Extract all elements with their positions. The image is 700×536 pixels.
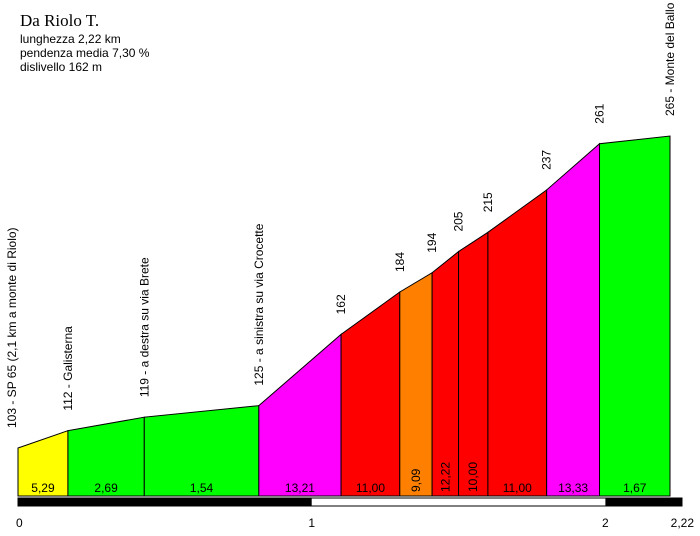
point-labels: 103 - SP 65 (2,1 km a monte di Riolo) 112…: [5, 2, 677, 428]
profile-segment: [399, 271, 433, 497]
elevation-point-label: 205: [452, 211, 466, 231]
elevation-point-label: 194: [425, 232, 439, 252]
profile-segment: [599, 135, 671, 497]
chart-title: Da Riolo T.: [20, 11, 99, 30]
profile-segment: [458, 231, 489, 497]
grade-label: 13,33: [558, 481, 588, 495]
x-tick-label-2: 2: [602, 516, 609, 530]
grade-labels: 5,29 2,69 1,54 13,21 11,00 9,09 12,22 10,00 11,0…: [31, 462, 646, 495]
grade-label: 11,00: [503, 481, 532, 495]
profile-segment: [258, 333, 342, 497]
profile-segments: [17, 135, 671, 497]
grade-label: 1,67: [623, 481, 647, 495]
elevation-point-label: 184: [393, 252, 407, 272]
grade-label: 12,22: [438, 462, 452, 492]
profile-segment: [546, 142, 601, 497]
info-average-grade: pendenza media 7,30 %: [20, 46, 150, 60]
profile-segment: [431, 250, 460, 497]
grade-label: 10,00: [466, 462, 480, 492]
elevation-point-label: 265 - Monte del Ballo: [663, 2, 677, 116]
grade-label: 13,21: [285, 481, 315, 495]
elevation-point-label: 103 - SP 65 (2,1 km a monte di Riolo): [5, 227, 19, 428]
x-tick-label-0: 0: [16, 516, 23, 530]
elevation-point-label: 119 - a destra su via Brete: [137, 257, 151, 397]
grade-label: 11,00: [356, 481, 385, 495]
elevation-point-label: 112 - Galisterna: [61, 326, 75, 411]
elevation-point-label: 162: [334, 294, 348, 314]
grade-label: 1,54: [190, 481, 214, 495]
x-tick-label-1: 1: [308, 516, 315, 530]
scale-bar-block: [605, 498, 682, 506]
profile-segment: [487, 188, 548, 497]
elevation-point-label: 237: [540, 150, 554, 170]
elevation-point-label: 125 - a sinistra su via Crocette: [252, 223, 266, 385]
grade-label: 5,29: [31, 481, 55, 495]
info-elevation-gain: dislivello 162 m: [20, 60, 102, 74]
distance-scale-bar: [17, 497, 683, 507]
elevation-point-label: 215: [481, 192, 495, 212]
scale-bar-block: [18, 498, 312, 506]
grade-label: 9,09: [409, 468, 423, 492]
grade-label: 2,69: [94, 481, 118, 495]
info-length: lunghezza 2,22 km: [20, 32, 121, 46]
profile-segment: [340, 291, 401, 497]
x-tick-label-end: 2,22: [671, 516, 695, 530]
elevation-point-label: 261: [593, 103, 607, 123]
